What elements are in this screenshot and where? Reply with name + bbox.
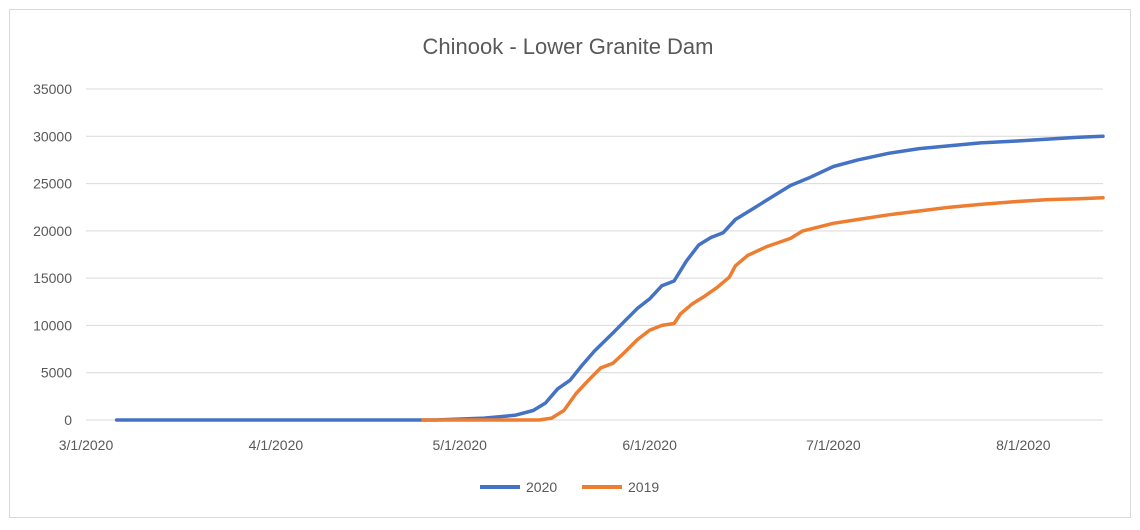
y-axis-ticks: 0 5000 10000 15000 20000 25000 30000 35000 <box>33 81 72 428</box>
legend-label: 2020 <box>526 479 557 495</box>
series-line-2020 <box>114 134 1105 422</box>
x-tick-label: 6/1/2020 <box>622 437 677 453</box>
y-tick-label: 25000 <box>33 176 72 192</box>
x-axis-ticks: 3/1/2020 4/1/2020 5/1/2020 6/1/2020 7/1/2020… <box>59 437 1051 453</box>
series-line-2019 <box>421 196 1105 422</box>
legend-label: 2019 <box>628 479 659 495</box>
gridlines <box>86 88 1103 421</box>
y-tick-label: 15000 <box>33 270 72 286</box>
y-tick-label: 35000 <box>33 81 72 97</box>
chart-frame <box>9 9 1131 518</box>
y-tick-label: 5000 <box>41 365 72 381</box>
legend: 2020 2019 <box>480 479 659 495</box>
series-lines <box>114 134 1105 422</box>
chart-title: Chinook - Lower Granite Dam <box>422 34 713 59</box>
y-tick-label: 20000 <box>33 223 72 239</box>
x-tick-label: 7/1/2020 <box>806 437 861 453</box>
x-tick-label: 4/1/2020 <box>249 437 304 453</box>
x-tick-label: 5/1/2020 <box>432 437 487 453</box>
y-tick-label: 0 <box>64 412 72 428</box>
y-tick-label: 10000 <box>33 317 72 333</box>
x-tick-label: 3/1/2020 <box>59 437 114 453</box>
x-tick-label: 8/1/2020 <box>996 437 1051 453</box>
legend-item-2019: 2019 <box>582 479 659 495</box>
y-tick-label: 30000 <box>33 128 72 144</box>
legend-item-2020: 2020 <box>480 479 557 495</box>
